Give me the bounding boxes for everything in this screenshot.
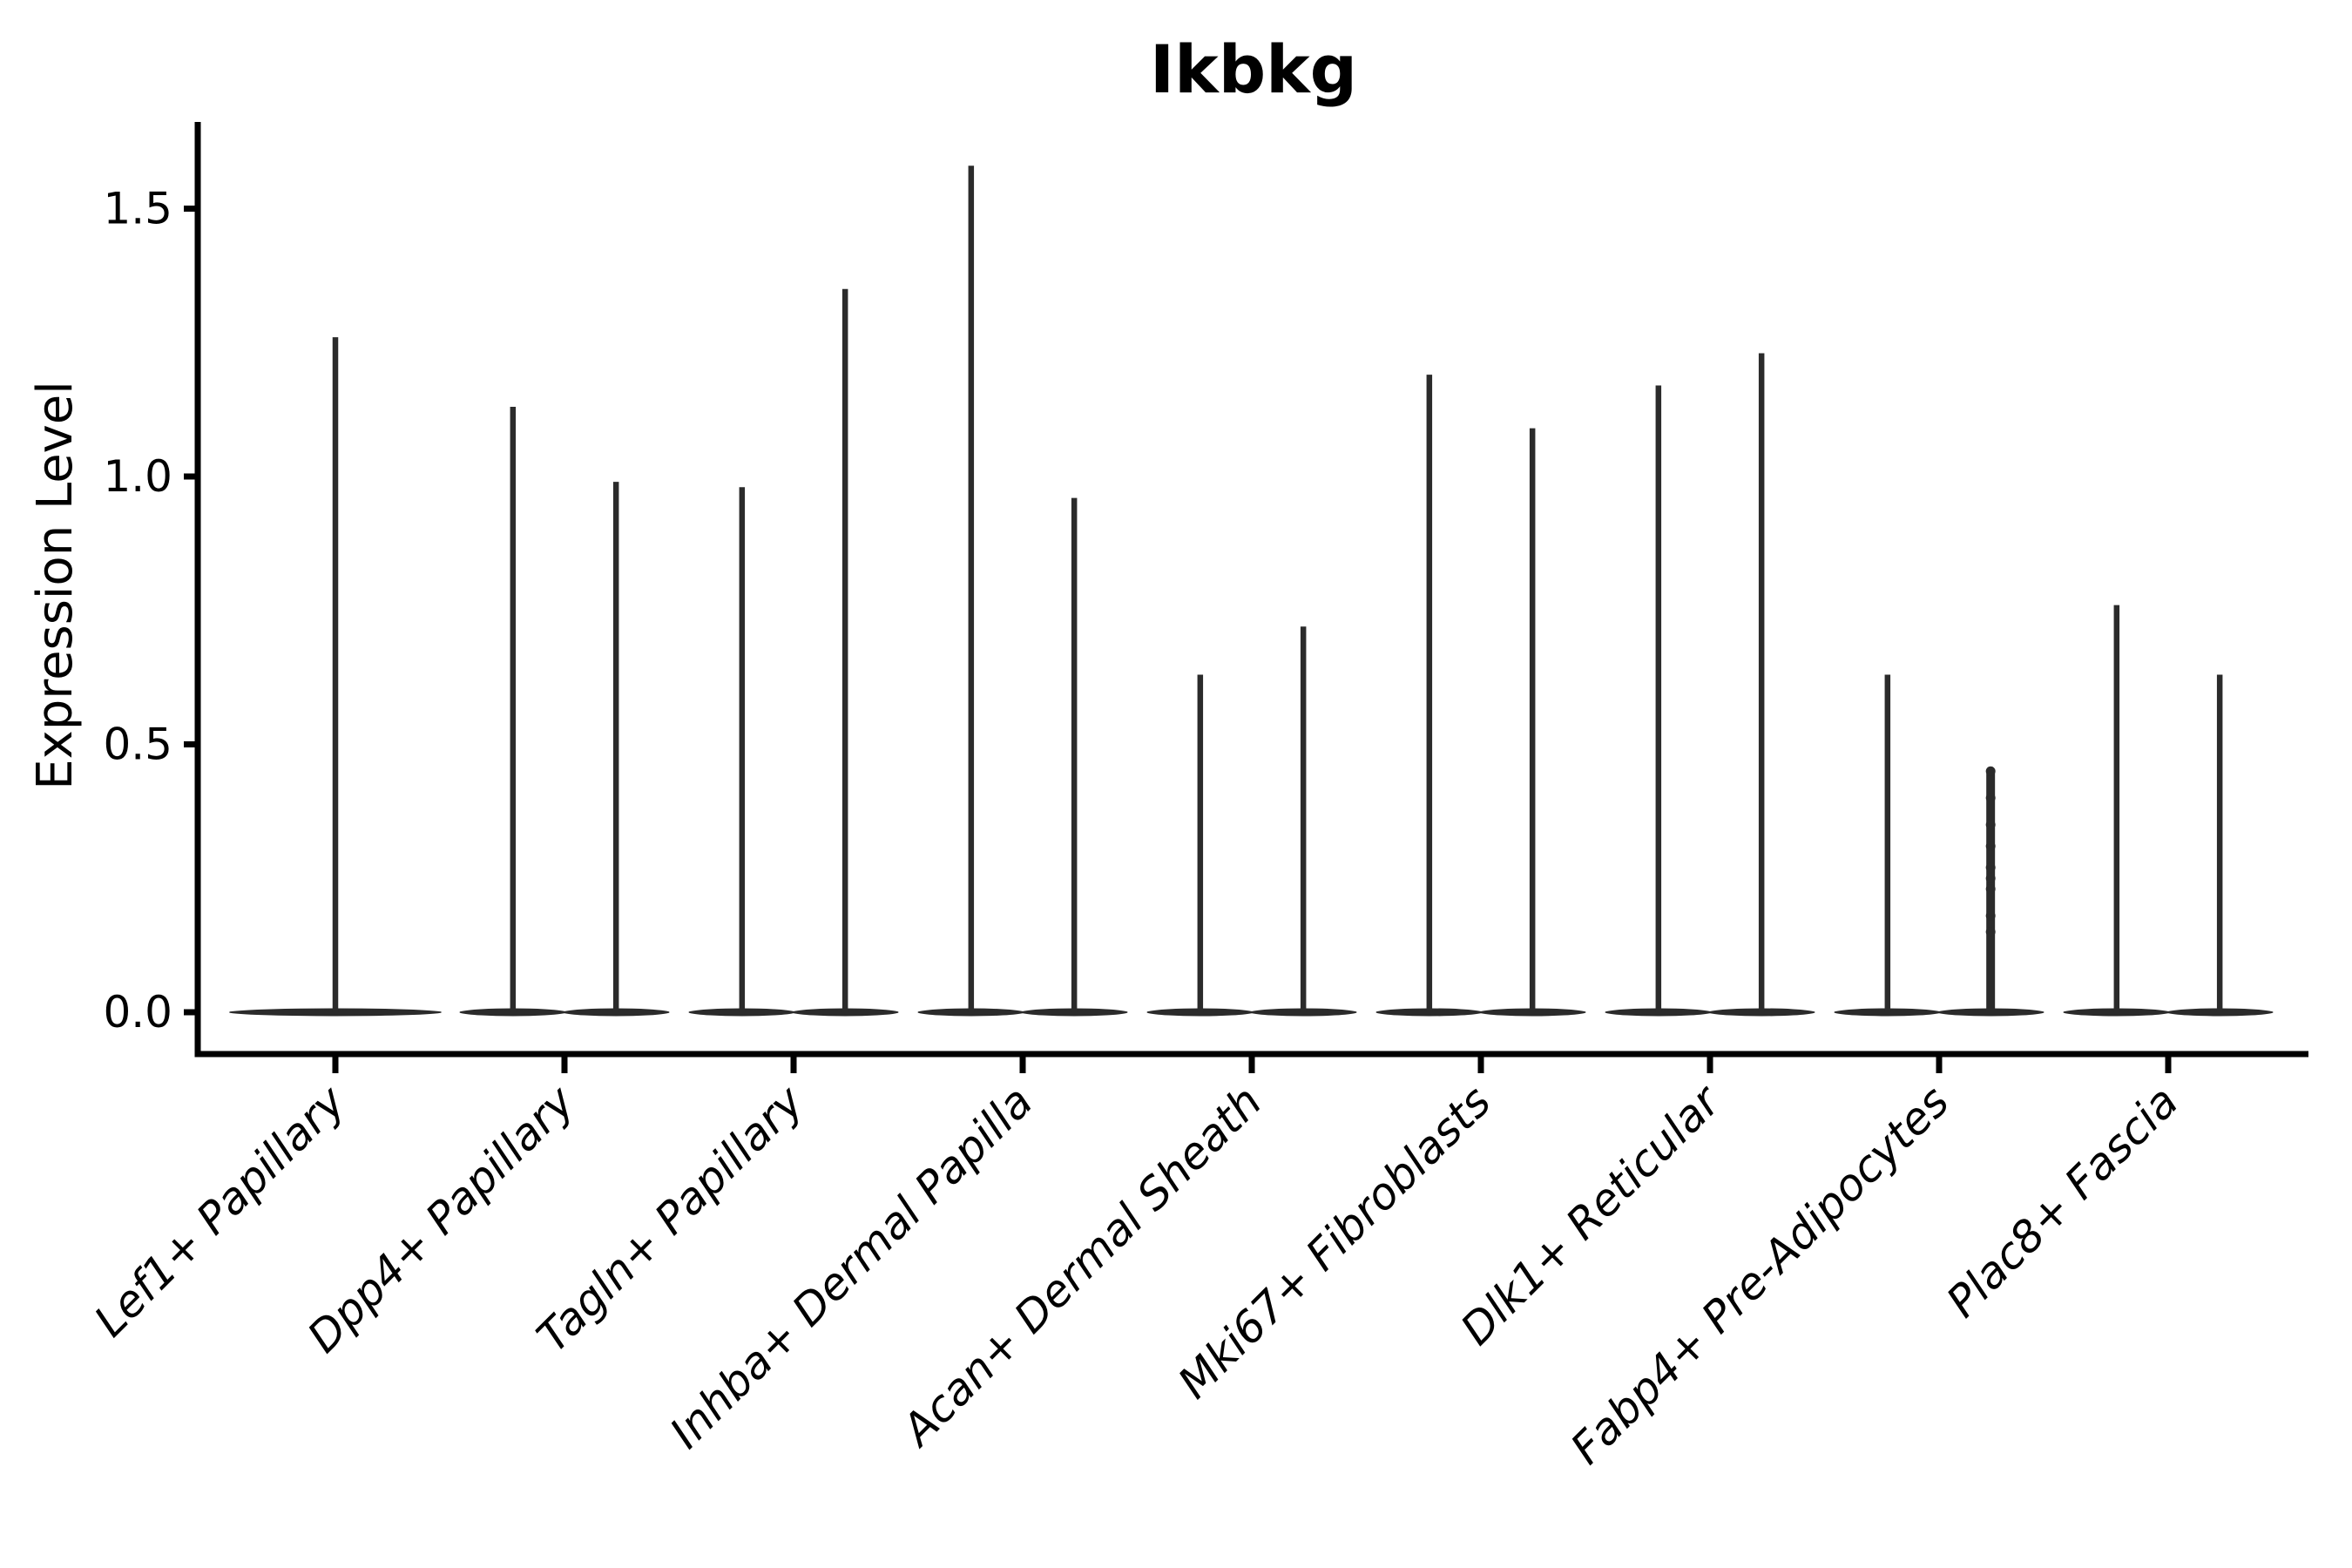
jitter-point (1985, 873, 1996, 883)
jitter-point (1985, 820, 1996, 830)
x-tick-label: Plac8+ Fascia (1937, 1076, 2188, 1327)
violins-layer (229, 166, 2274, 1017)
chart-title: Ikbkg (1150, 30, 1357, 108)
jitter-point (1985, 927, 1996, 937)
x-tick-label: Acan+ Dermal Sheath (891, 1076, 1272, 1456)
y-tick-label: 0.0 (103, 987, 172, 1037)
y-axis-label: Expression Level (27, 381, 84, 790)
y-tick-label: 1.5 (103, 184, 172, 234)
y-axis-ticks: 0.0 0.5 1.0 1.5 (103, 184, 198, 1037)
y-tick-label: 0.5 (103, 720, 172, 770)
jitter-point (1985, 793, 1996, 803)
y-tick-label: 1.0 (103, 451, 172, 502)
jitter-point (1985, 910, 1996, 921)
x-tick-label: Lef1+ Papillary (84, 1075, 355, 1346)
jitter-point (1985, 841, 1996, 851)
x-tick-label: Inhba+ Dermal Papilla (660, 1076, 1042, 1457)
jitter-point (1985, 766, 1996, 776)
jitter-point (1985, 884, 1996, 895)
x-tick-label: Fabp4+ Pre-Adipocytes (1561, 1076, 1959, 1474)
jitter-point (1985, 862, 1996, 873)
